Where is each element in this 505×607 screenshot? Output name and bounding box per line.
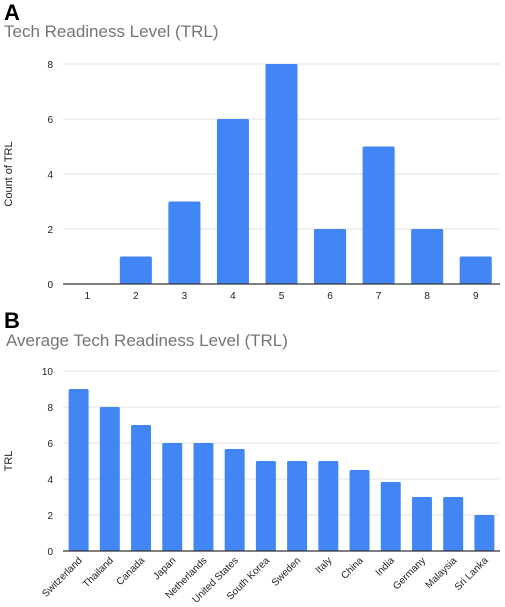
b-xtick-label: India	[374, 555, 397, 578]
b-bar-india	[380, 482, 401, 551]
b-bar-united-states	[224, 448, 245, 551]
b-bar-thailand	[99, 407, 120, 551]
b-ytick-label: 8	[47, 403, 53, 414]
b-bar-japan	[162, 443, 183, 551]
b-xtick-label: Thailand	[81, 555, 116, 590]
a-bar-7	[362, 146, 395, 284]
a-bar-3	[168, 201, 201, 284]
b-xtick-label: Canada	[115, 555, 148, 588]
chart-a-title: Tech Readiness Level (TRL)	[4, 22, 219, 41]
b-bar-switzerland	[68, 389, 89, 551]
a-xtick-label: 6	[327, 291, 333, 302]
a-xtick-label: 9	[473, 291, 479, 302]
b-ytick-label: 10	[42, 367, 54, 378]
a-bar-6	[314, 229, 347, 284]
b-bar-sri-lanka	[474, 515, 495, 551]
b-xtick-label: Switzerland	[40, 555, 84, 599]
b-bar-south-korea	[255, 461, 276, 551]
a-bar-2	[119, 256, 152, 284]
b-bar-canada	[131, 425, 152, 551]
b-ytick-label: 6	[47, 439, 53, 450]
b-ytick-label: 0	[47, 547, 53, 558]
a-xtick-label: 4	[230, 291, 236, 302]
panel-a-letter: A	[4, 0, 20, 25]
b-xtick-label: Germany	[391, 555, 428, 592]
b-xtick-label: Sri Lanka	[453, 555, 491, 593]
b-ytick-label: 2	[47, 511, 53, 522]
b-y-axis-label: TRL	[3, 451, 15, 472]
a-ytick-label: 6	[47, 115, 53, 126]
a-bar-9	[459, 256, 492, 284]
b-bar-china	[349, 470, 370, 551]
b-bar-netherlands	[193, 443, 214, 551]
a-ytick-label: 4	[47, 170, 53, 181]
a-y-axis-label: Count of TRL	[3, 141, 15, 206]
a-ytick-label: 0	[47, 280, 53, 291]
a-xtick-label: 1	[84, 291, 90, 302]
a-ytick-label: 2	[47, 225, 53, 236]
b-xtick-label: China	[339, 555, 366, 582]
a-xtick-label: 7	[376, 291, 382, 302]
b-xtick-label: Sweden	[270, 555, 303, 588]
a-bar-4	[216, 119, 249, 284]
b-ytick-label: 4	[47, 475, 53, 486]
b-bar-malaysia	[443, 497, 464, 551]
b-xtick-label: Japan	[151, 555, 178, 582]
a-xtick-label: 5	[279, 291, 285, 302]
a-bar-5	[265, 64, 298, 284]
a-xtick-label: 3	[182, 291, 188, 302]
b-bar-sweden	[287, 461, 308, 551]
b-bar-italy	[318, 461, 339, 551]
a-ytick-label: 8	[47, 60, 53, 71]
a-bar-8	[411, 229, 444, 284]
panel-b-letter: B	[4, 308, 20, 333]
b-xtick-label: Italy	[314, 555, 335, 576]
b-bar-germany	[411, 497, 432, 551]
chart-b-title: Average Tech Readiness Level (TRL)	[6, 331, 288, 350]
a-xtick-label: 8	[424, 291, 430, 302]
a-xtick-label: 2	[133, 291, 139, 302]
